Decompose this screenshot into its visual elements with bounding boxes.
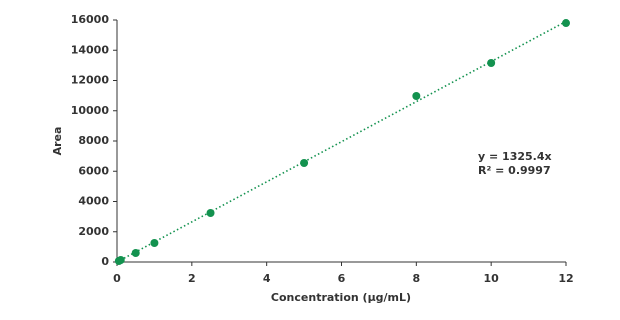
x-tick-label: 8 bbox=[413, 272, 421, 285]
data-point bbox=[487, 59, 496, 68]
x-tick-label: 0 bbox=[113, 272, 121, 285]
y-tick-label: 16000 bbox=[71, 13, 110, 26]
data-point bbox=[412, 92, 421, 101]
data-point bbox=[150, 239, 159, 248]
data-point bbox=[300, 159, 309, 168]
data-point bbox=[116, 256, 125, 265]
x-tick-label: 12 bbox=[558, 272, 573, 285]
y-tick-label: 2000 bbox=[78, 225, 109, 238]
x-tick-label: 2 bbox=[188, 272, 196, 285]
x-tick-label: 4 bbox=[263, 272, 271, 285]
data-point bbox=[206, 208, 215, 217]
r-squared: R² = 0.9997 bbox=[478, 164, 551, 177]
equation: y = 1325.4x bbox=[478, 150, 552, 163]
trendline bbox=[116, 20, 567, 263]
y-tick-label: 10000 bbox=[71, 104, 110, 117]
y-tick-label: 4000 bbox=[78, 195, 109, 208]
data-point bbox=[131, 249, 140, 258]
x-axis-title: Concentration (µg/mL) bbox=[271, 291, 411, 304]
y-tick-label: 0 bbox=[101, 255, 109, 268]
x-tick-label: 10 bbox=[484, 272, 500, 285]
y-tick-label: 12000 bbox=[71, 74, 110, 87]
y-tick-label: 8000 bbox=[78, 134, 109, 147]
y-tick-label: 14000 bbox=[71, 43, 110, 56]
y-tick-label: 6000 bbox=[78, 164, 109, 177]
x-tick-label: 6 bbox=[338, 272, 346, 285]
y-axis-title: Area bbox=[51, 127, 64, 156]
data-point bbox=[562, 19, 570, 28]
